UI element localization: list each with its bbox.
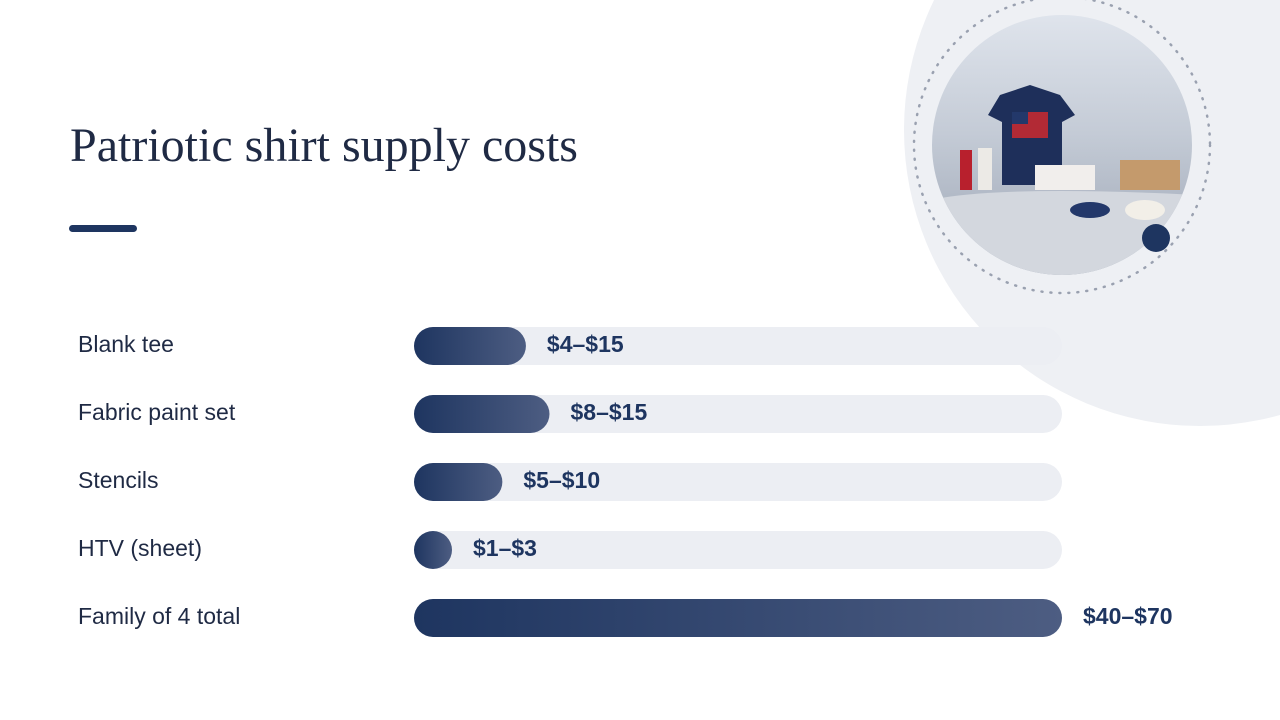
track bbox=[414, 531, 1062, 569]
chart-title: Patriotic shirt supply costs bbox=[70, 119, 578, 172]
bar bbox=[414, 599, 1062, 637]
bar bbox=[414, 327, 526, 365]
value-label: $4–$15 bbox=[547, 331, 624, 357]
value-label: $1–$3 bbox=[473, 535, 537, 561]
category-label: Family of 4 total bbox=[78, 603, 240, 629]
track bbox=[414, 463, 1062, 501]
accent-dot bbox=[1142, 224, 1170, 252]
track bbox=[414, 327, 1062, 365]
title-underline bbox=[69, 225, 137, 232]
category-label: HTV (sheet) bbox=[78, 535, 202, 561]
category-label: Stencils bbox=[78, 467, 159, 493]
value-label: $5–$10 bbox=[523, 467, 600, 493]
category-label: Blank tee bbox=[78, 331, 174, 357]
track bbox=[414, 395, 1062, 433]
value-label: $40–$70 bbox=[1083, 603, 1173, 629]
bar bbox=[414, 395, 550, 433]
value-label: $8–$15 bbox=[570, 399, 647, 425]
photo bbox=[932, 15, 1192, 275]
bar bbox=[414, 463, 503, 501]
category-label: Fabric paint set bbox=[78, 399, 236, 425]
dotted-ring bbox=[912, 0, 1212, 295]
bar bbox=[414, 531, 452, 569]
